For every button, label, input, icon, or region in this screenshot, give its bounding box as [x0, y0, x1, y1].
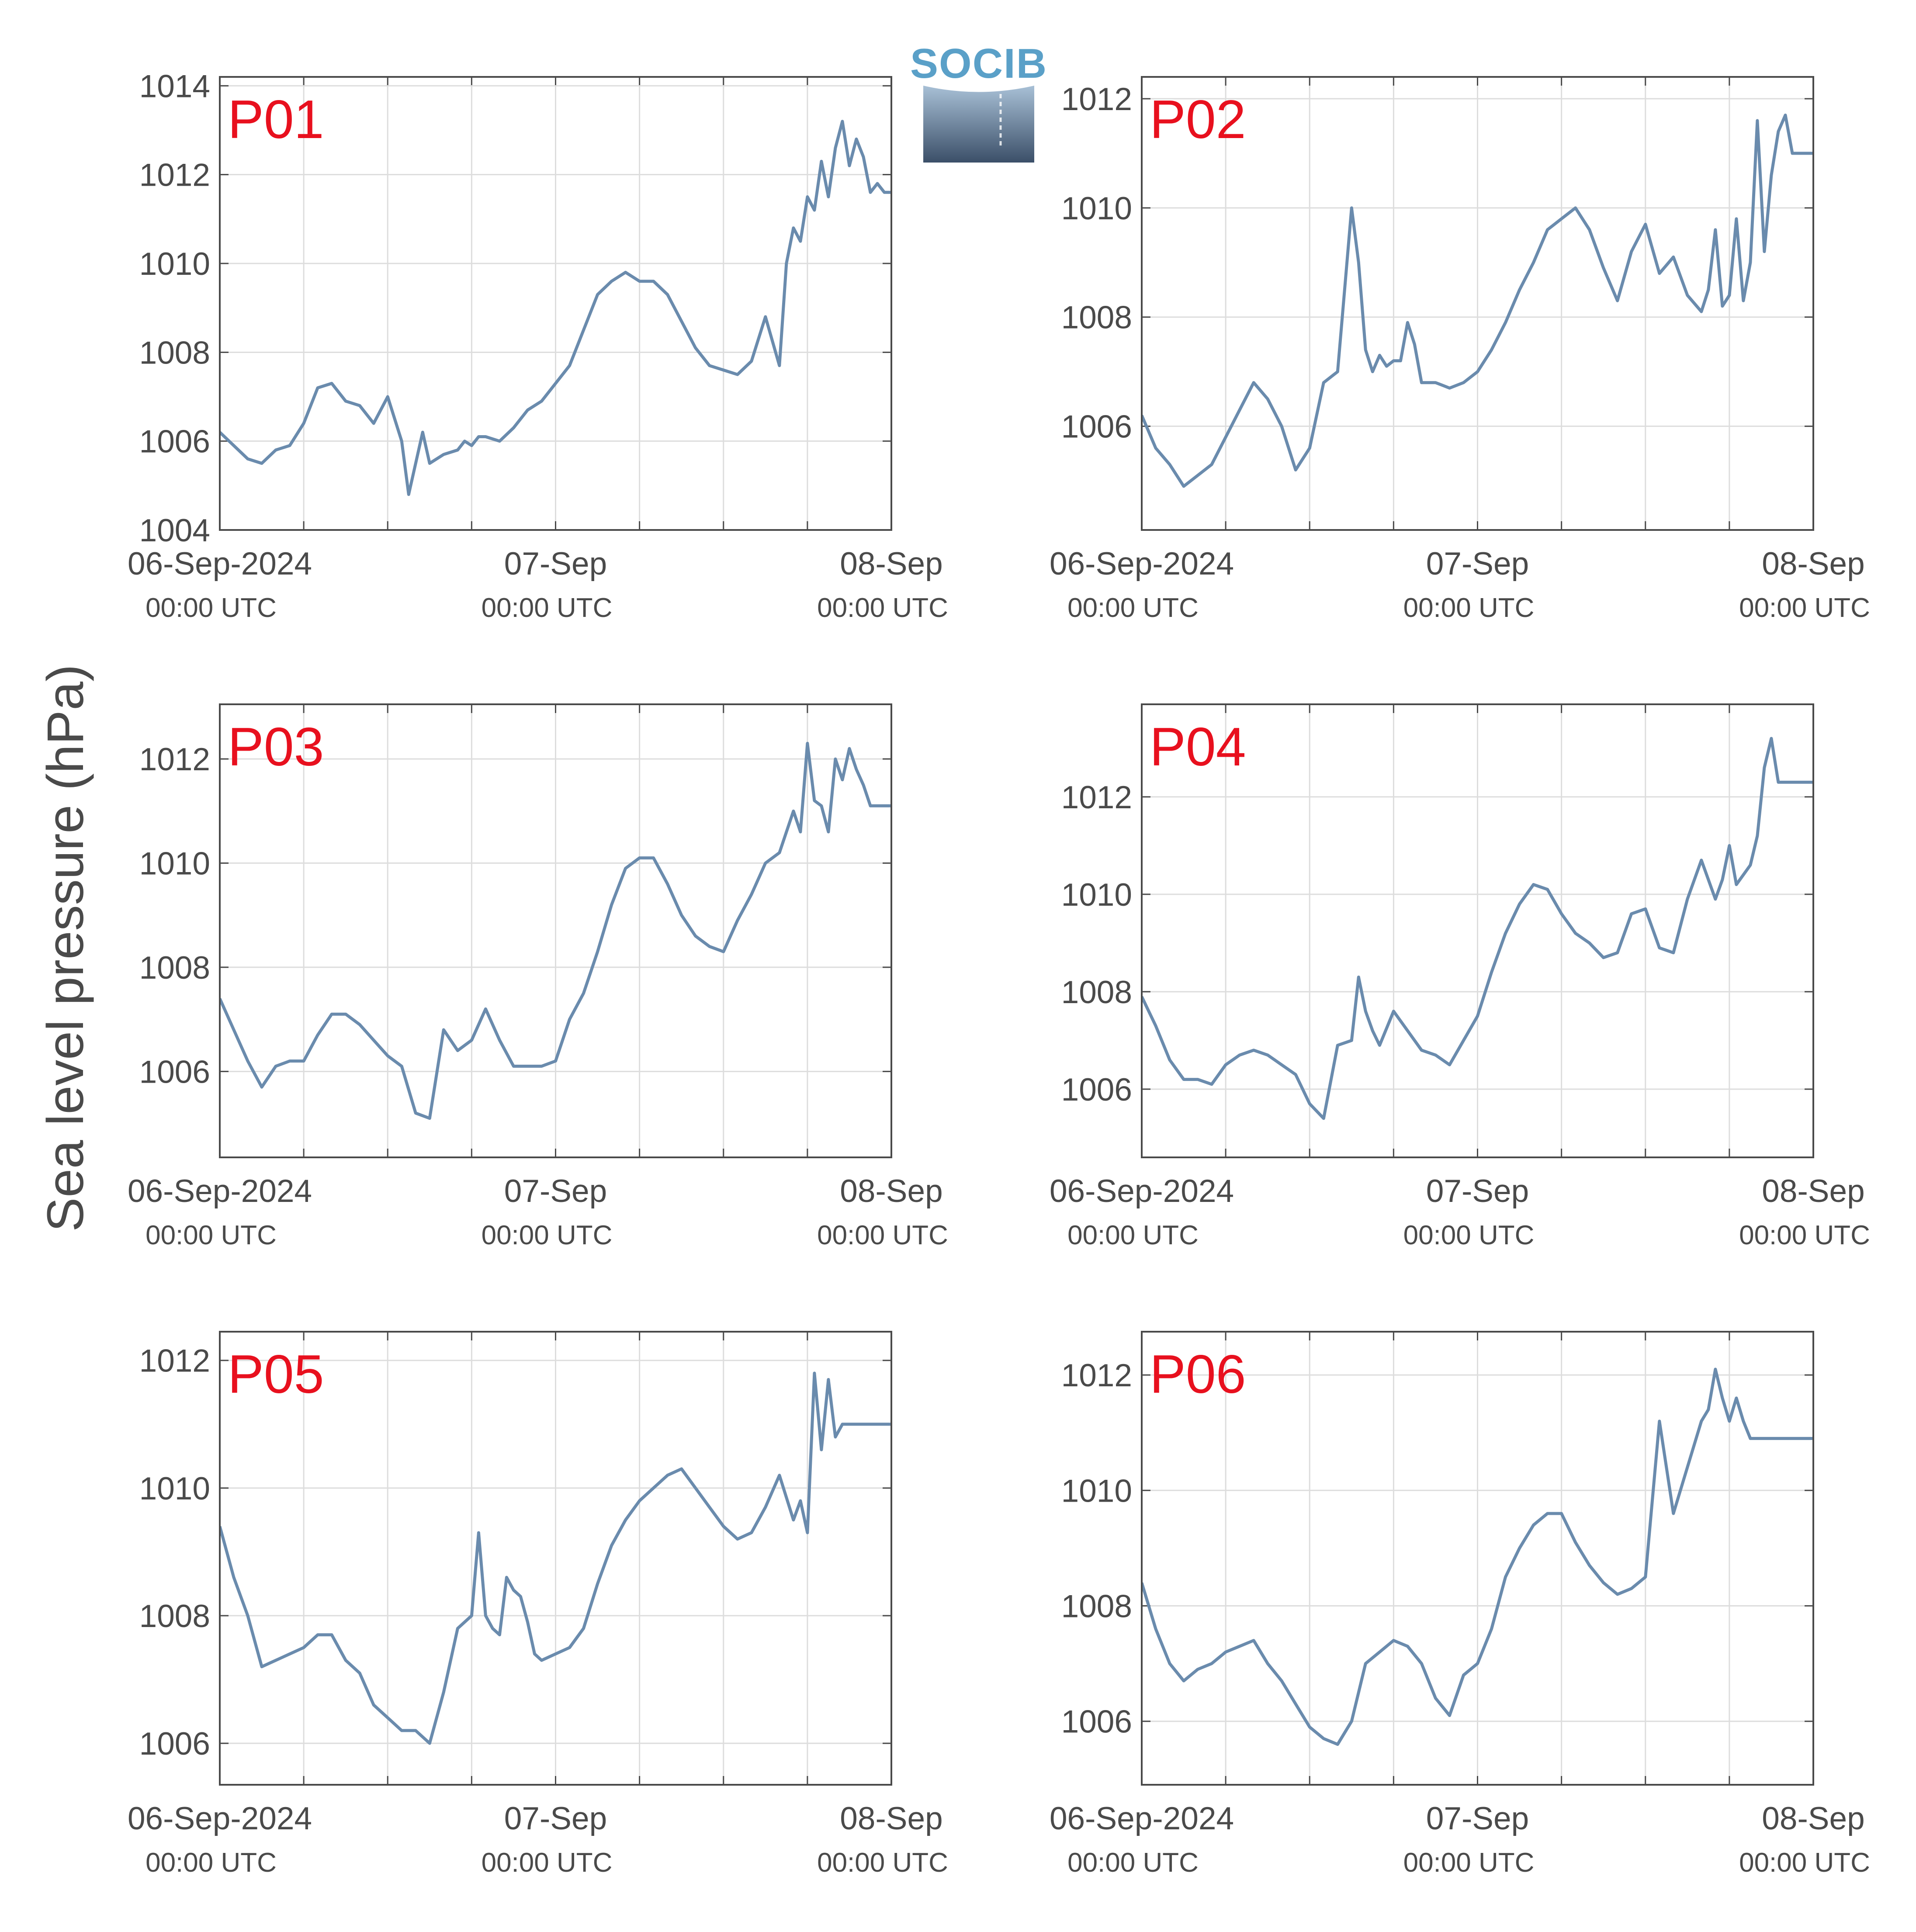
x-tick-date-label: 08-Sep	[1762, 546, 1864, 582]
y-tick-label: 1010	[139, 246, 210, 282]
panel-p06: 1006 1008 1010 1012 P06 06-Sep-2024 00:00 UTC 0…	[1050, 1331, 1870, 1878]
y-tick-label: 1006	[139, 1054, 210, 1090]
socib-logo: SOCIB	[910, 40, 1047, 163]
plot-frame	[219, 1331, 892, 1786]
y-tick-label: 1012	[1061, 780, 1132, 815]
panel-p04: 1006 1008 1010 1012 P04 06-Sep-2024 00:00 UTC 0…	[1050, 703, 1870, 1250]
panel-label: P02	[1150, 90, 1246, 150]
series-line-p05	[220, 1371, 891, 1745]
panel-label: P04	[1150, 717, 1246, 777]
x-tick-date-label: 08-Sep	[840, 546, 942, 582]
plot-frame	[219, 76, 892, 531]
panel-p05: 1006 1008 1010 1012 P05 06-Sep-2024 00:00 UTC 0…	[128, 1331, 948, 1878]
x-tick-time-label: 00:00 UTC	[817, 1220, 948, 1250]
panel-p01: 1004 1006 1008 1010 1012 1014 P01 06-Sep-2024 00…	[128, 69, 948, 623]
x-tick-time-label: 00:00 UTC	[146, 593, 277, 623]
panel-label: P06	[1150, 1344, 1246, 1405]
y-tick-label: 1012	[1061, 82, 1132, 117]
x-tick-date-label: 07-Sep	[1426, 1801, 1529, 1836]
series-line-p04	[1142, 737, 1813, 1120]
y-tick-label: 1012	[139, 742, 210, 777]
y-tick-label: 1006	[1061, 1072, 1132, 1108]
y-tick-label: 1008	[139, 335, 210, 370]
series-line-p03	[220, 741, 891, 1120]
x-tick-time-label: 00:00 UTC	[817, 593, 948, 623]
series-line-p06	[1142, 1368, 1813, 1746]
y-tick-label: 1006	[1061, 409, 1132, 445]
y-tick-label: 1008	[139, 1599, 210, 1634]
y-tick-label: 1010	[1061, 877, 1132, 913]
x-tick-date-label: 08-Sep	[1762, 1801, 1864, 1836]
y-tick-label: 1006	[139, 1726, 210, 1762]
panel-label: P05	[228, 1344, 324, 1405]
panel-label: P03	[228, 717, 324, 777]
x-tick-time-label: 00:00 UTC	[1739, 1220, 1870, 1250]
x-tick-date-label: 06-Sep-2024	[128, 1174, 312, 1209]
x-tick-time-label: 00:00 UTC	[146, 1848, 277, 1878]
x-tick-date-label: 06-Sep-2024	[128, 546, 312, 582]
panel-p03: 1006 1008 1010 1012 P03 06-Sep-2024 00:00 UTC 0…	[128, 703, 948, 1250]
x-tick-time-label: 00:00 UTC	[1403, 593, 1535, 623]
x-tick-date-label: 07-Sep	[504, 1801, 607, 1836]
x-tick-time-label: 00:00 UTC	[1403, 1848, 1535, 1878]
x-tick-date-label: 06-Sep-2024	[1050, 546, 1234, 582]
series-line-p01	[220, 120, 891, 496]
x-tick-date-label: 07-Sep	[1426, 1174, 1529, 1209]
y-tick-label: 1008	[1061, 1589, 1132, 1624]
x-tick-time-label: 00:00 UTC	[817, 1848, 948, 1878]
x-tick-time-label: 00:00 UTC	[1067, 593, 1199, 623]
x-tick-date-label: 06-Sep-2024	[128, 1801, 312, 1836]
x-tick-time-label: 00:00 UTC	[482, 1848, 613, 1878]
x-tick-date-label: 07-Sep	[504, 546, 607, 582]
y-tick-label: 1010	[139, 1471, 210, 1506]
y-tick-label: 1012	[139, 158, 210, 193]
x-tick-date-label: 06-Sep-2024	[1050, 1801, 1234, 1836]
x-tick-date-label: 08-Sep	[840, 1801, 942, 1836]
x-tick-time-label: 00:00 UTC	[482, 1220, 613, 1250]
plot-frame	[1141, 1331, 1814, 1786]
x-tick-time-label: 00:00 UTC	[482, 593, 613, 623]
x-tick-time-label: 00:00 UTC	[1067, 1848, 1199, 1878]
x-tick-time-label: 00:00 UTC	[1403, 1220, 1535, 1250]
y-tick-label: 1004	[139, 513, 210, 548]
y-tick-label: 1006	[1061, 1704, 1132, 1740]
x-tick-date-label: 08-Sep	[1762, 1174, 1864, 1209]
y-tick-label: 1010	[139, 846, 210, 882]
x-tick-date-label: 08-Sep	[840, 1174, 942, 1209]
y-tick-label: 1014	[139, 69, 210, 104]
panel-p02: 1006 1008 1010 1012 P02 06-Sep-2024 00:00 UTC 0…	[1050, 76, 1870, 623]
x-tick-date-label: 07-Sep	[504, 1174, 607, 1209]
y-tick-label: 1012	[139, 1343, 210, 1379]
plot-frame	[219, 703, 892, 1158]
plot-frame	[1141, 76, 1814, 531]
x-tick-date-label: 07-Sep	[1426, 546, 1529, 582]
x-tick-time-label: 00:00 UTC	[1739, 593, 1870, 623]
y-tick-label: 1012	[1061, 1358, 1132, 1393]
x-tick-time-label: 00:00 UTC	[146, 1220, 277, 1250]
plot-frame	[1141, 703, 1814, 1158]
y-tick-label: 1008	[1061, 975, 1132, 1010]
series-line-p02	[1142, 114, 1813, 488]
x-tick-time-label: 00:00 UTC	[1739, 1848, 1870, 1878]
y-axis-label: Sea level pressure (hPa)	[37, 665, 94, 1232]
y-tick-label: 1010	[1061, 1473, 1132, 1509]
y-tick-label: 1008	[1061, 300, 1132, 336]
x-tick-time-label: 00:00 UTC	[1067, 1220, 1199, 1250]
x-tick-date-label: 06-Sep-2024	[1050, 1174, 1234, 1209]
y-tick-label: 1006	[139, 424, 210, 460]
y-tick-label: 1010	[1061, 191, 1132, 226]
panel-label: P01	[228, 90, 324, 150]
y-tick-label: 1008	[139, 950, 210, 986]
logo-text: SOCIB	[910, 40, 1047, 87]
